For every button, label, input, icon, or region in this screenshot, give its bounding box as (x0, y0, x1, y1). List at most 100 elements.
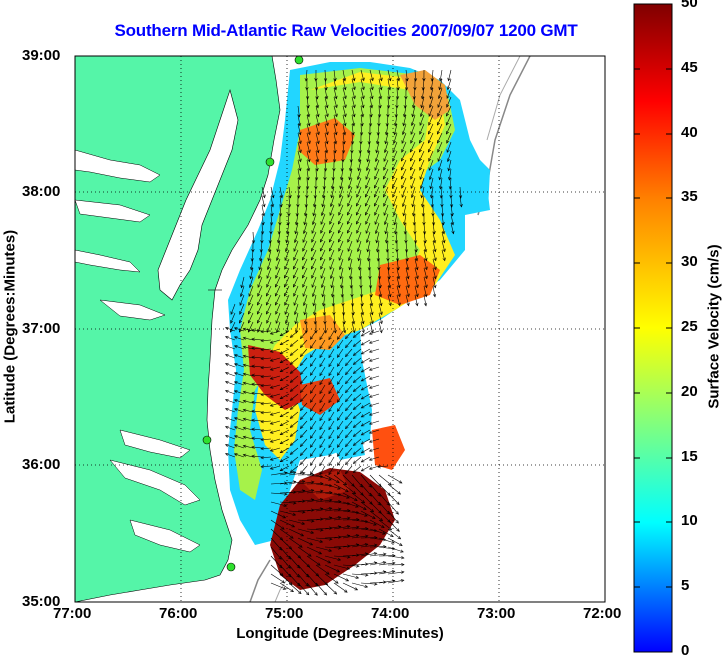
velocity-arrow (360, 69, 365, 81)
velocity-arrow (279, 564, 292, 578)
velocity-arrow (369, 438, 380, 443)
velocity-arrowhead (258, 266, 262, 271)
velocity-arrowhead (378, 95, 383, 100)
velocity-arrowhead (315, 573, 320, 577)
velocity-arrowhead (419, 157, 422, 162)
velocity-arrowhead (339, 185, 343, 190)
velocity-arrowhead (224, 353, 229, 358)
velocity-arrowhead (385, 239, 389, 244)
velocity-arrow (279, 537, 292, 550)
velocity-arrow (259, 249, 263, 261)
velocity-arrowhead (293, 501, 297, 505)
velocity-arrowhead (360, 351, 365, 355)
velocity-arrow (414, 294, 418, 306)
velocity-arrowhead (328, 345, 332, 350)
velocity-arrow (315, 573, 328, 586)
velocity-arrowhead (368, 457, 373, 461)
velocity-arrowhead (341, 312, 346, 316)
velocity-arrow (338, 204, 344, 216)
velocity-arrowhead (337, 444, 341, 448)
velocity-arrow (350, 150, 353, 163)
velocity-arrow (280, 465, 290, 471)
velocity-arrowhead (296, 582, 301, 587)
velocity-arrowhead (233, 417, 238, 421)
velocity-arrow (315, 499, 332, 503)
velocity-arrow (310, 393, 317, 403)
velocity-arrow (375, 150, 380, 162)
velocity-arrow (369, 330, 380, 335)
velocity-arrow (353, 375, 362, 383)
velocity-arrow (319, 366, 326, 376)
velocity-arrow (353, 465, 362, 473)
velocity-arrowhead (251, 454, 255, 458)
velocity-arrowhead (400, 166, 404, 171)
velocity-arrow (288, 195, 290, 208)
velocity-arrow (405, 267, 409, 279)
velocity-arrowhead (301, 521, 306, 525)
velocity-arrow (280, 393, 290, 399)
velocity-arrow (342, 573, 359, 579)
velocity-arrowhead (319, 372, 323, 377)
velocity-arrowhead (373, 193, 377, 198)
velocity-arrowhead (322, 194, 326, 199)
velocity-arrow (337, 420, 344, 430)
velocity-arrowhead (301, 480, 306, 484)
velocity-arrow (290, 366, 299, 374)
velocity-arrowhead (240, 284, 244, 289)
velocity-arrowhead (364, 543, 369, 547)
velocity-arrow (328, 375, 335, 385)
velocity-arrowhead (368, 285, 373, 289)
velocity-arrowhead (260, 329, 264, 334)
velocity-arrow (306, 168, 309, 180)
velocity-arrow (225, 336, 236, 341)
velocity-arrowhead (403, 113, 407, 118)
velocity-arrowhead (269, 331, 274, 335)
velocity-arrowhead (361, 77, 365, 82)
velocity-arrowhead (326, 571, 330, 575)
velocity-arrow (345, 339, 353, 348)
velocity-arrowhead (332, 321, 337, 325)
velocity-arrowhead (406, 302, 410, 307)
velocity-arrow (359, 267, 362, 280)
velocity-arrow (328, 348, 335, 358)
velocity-arrowhead (251, 328, 255, 332)
velocity-arrow (396, 276, 400, 288)
colorbar-tick-label: 35 (681, 188, 698, 205)
velocity-arrowhead (458, 195, 463, 199)
velocity-arrow (305, 195, 308, 208)
velocity-arrow (337, 402, 344, 412)
velocity-arrowhead (356, 194, 360, 198)
velocity-arrowhead (410, 122, 415, 127)
velocity-arrowhead (238, 328, 242, 333)
velocity-arrowhead (360, 369, 365, 373)
x-tick-label: 74:00 (371, 605, 410, 622)
velocity-arrowhead (224, 425, 229, 430)
velocity-arrowhead (279, 333, 284, 337)
velocity-arrowhead (251, 382, 255, 386)
velocity-arrowhead (437, 158, 441, 162)
velocity-arrowhead (239, 319, 242, 324)
velocity-arrowhead (310, 399, 314, 403)
velocity-arrow (423, 285, 427, 297)
velocity-arrow (360, 312, 364, 324)
velocity-arrow (369, 492, 381, 506)
velocity-arrow (300, 375, 308, 384)
velocity-arrow (260, 429, 272, 432)
velocity-arrowhead (287, 573, 292, 578)
velocity-arrowhead (343, 86, 347, 91)
velocity-arrowhead (310, 381, 314, 385)
velocity-arrow (394, 123, 398, 135)
velocity-arrowhead (338, 546, 342, 550)
velocity-arrow (239, 321, 245, 333)
velocity-arrow (338, 249, 344, 261)
velocity-arrow (374, 213, 380, 225)
velocity-arrowhead (320, 284, 325, 289)
velocity-arrowhead (382, 552, 387, 556)
velocity-arrowhead (368, 448, 373, 452)
velocity-arrow (305, 69, 308, 82)
y-tick-label: 35:00 (22, 593, 61, 610)
velocity-arrowhead (345, 461, 349, 466)
velocity-arrow (356, 204, 362, 216)
velocity-arrowhead (320, 238, 323, 243)
velocity-arrow (387, 69, 391, 81)
